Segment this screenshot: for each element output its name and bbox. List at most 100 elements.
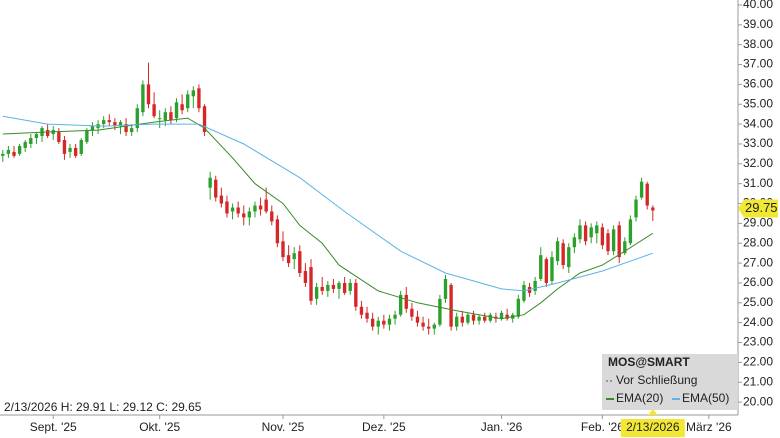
candle-body xyxy=(281,241,285,258)
candle-body xyxy=(146,84,151,105)
candle-body xyxy=(426,326,431,329)
candle-body xyxy=(12,151,16,156)
candle-body xyxy=(62,139,67,154)
candle-body xyxy=(522,284,526,301)
y-tick-label: 31.00 xyxy=(743,176,773,190)
candle-body xyxy=(79,139,83,154)
y-tick-label: 32.00 xyxy=(743,156,773,170)
candle-body xyxy=(270,211,274,222)
candle-body xyxy=(455,316,459,327)
candle-body xyxy=(578,225,582,240)
candle-body xyxy=(309,267,313,301)
x-tick-label: Sept. '25 xyxy=(30,420,77,434)
candle-body xyxy=(101,120,106,125)
candle-body xyxy=(628,219,633,244)
candle-body xyxy=(606,233,610,252)
candle-body xyxy=(555,241,560,262)
y-tick-label: 34.00 xyxy=(743,116,773,130)
candle-body xyxy=(247,211,252,218)
legend-label: EMA(50) xyxy=(682,391,729,405)
candle-body xyxy=(617,225,621,258)
candle-body xyxy=(169,112,173,121)
highlight-tick-label: 2/13/2026 xyxy=(626,420,680,434)
info-text: 2/13/2026 H: 29.91 L: 29.12 C: 29.65 xyxy=(4,400,202,414)
candle-body xyxy=(595,225,599,234)
candle-body xyxy=(370,318,375,327)
candle-body xyxy=(225,201,229,214)
candle-body xyxy=(354,282,358,307)
candle-body xyxy=(286,255,291,264)
candle-body xyxy=(348,282,352,291)
candle-body xyxy=(359,306,364,315)
candle-body xyxy=(68,147,72,152)
ema-line xyxy=(2,115,653,292)
candle-body xyxy=(197,88,201,109)
y-tick-label: 39.00 xyxy=(743,17,773,31)
y-tick-label: 23.00 xyxy=(743,335,773,349)
y-tick-label: 24.00 xyxy=(743,315,773,329)
candle-body xyxy=(398,294,403,315)
candle-body xyxy=(477,316,481,321)
candle-body xyxy=(230,207,235,212)
y-tick-label: 28.00 xyxy=(743,235,773,249)
candle-body xyxy=(438,298,442,325)
candle-body xyxy=(264,199,268,212)
candle-body xyxy=(539,255,543,279)
y-tick-label: 27.00 xyxy=(743,255,773,269)
candle-body xyxy=(583,225,588,242)
y-tick-label: 21.00 xyxy=(743,374,773,388)
candle-body xyxy=(219,195,224,204)
x-tick-label: Dez. '25 xyxy=(362,420,406,434)
last-price-marker xyxy=(738,199,778,218)
candle-body xyxy=(135,108,139,129)
ema-line xyxy=(2,117,654,320)
candle-body xyxy=(202,106,207,133)
candle-body xyxy=(141,84,145,113)
candle-body xyxy=(483,316,487,321)
y-tick-label: 25.00 xyxy=(743,295,773,309)
candle-body xyxy=(29,138,33,144)
candle-body xyxy=(236,207,240,214)
candle-body xyxy=(163,112,167,121)
candle-body xyxy=(561,243,565,266)
candle-body xyxy=(488,314,492,321)
candle-body xyxy=(6,149,11,154)
y-tick-label: 37.00 xyxy=(743,57,773,71)
candle-body xyxy=(382,320,386,325)
candle-body xyxy=(645,183,649,206)
candle-body xyxy=(303,271,308,283)
candle-body xyxy=(130,128,134,133)
candle-body xyxy=(17,145,22,154)
y-tick-label: 22.00 xyxy=(743,355,773,369)
candle-body xyxy=(90,126,95,131)
candle-body xyxy=(376,320,380,327)
candle-body xyxy=(275,219,280,244)
x-tick-label: Jan. '26 xyxy=(481,420,523,434)
candle-body xyxy=(404,294,408,309)
candle-body xyxy=(639,181,644,198)
candle-body xyxy=(623,241,627,254)
x-tick-label: Okt. '25 xyxy=(139,420,180,434)
candle-body xyxy=(410,308,414,317)
candle-body xyxy=(544,259,549,283)
candle-body xyxy=(449,284,453,327)
candle-body xyxy=(499,312,504,319)
candle-body xyxy=(567,247,571,268)
candle-body xyxy=(152,104,156,117)
candle-body xyxy=(572,237,577,248)
candle-body xyxy=(107,120,111,123)
candle-body xyxy=(393,314,397,319)
candle-body xyxy=(208,177,212,188)
candle-body xyxy=(23,141,27,148)
highlight-tick-bg xyxy=(620,419,685,437)
candle-body xyxy=(191,90,196,97)
candle-body xyxy=(314,286,319,299)
candle-body xyxy=(118,122,123,127)
candle-body xyxy=(1,153,5,156)
candle-body xyxy=(443,278,448,299)
candle-body xyxy=(611,229,616,252)
candle-body xyxy=(550,257,554,281)
candle-body xyxy=(292,253,296,260)
legend-label: EMA(20) xyxy=(616,391,663,405)
